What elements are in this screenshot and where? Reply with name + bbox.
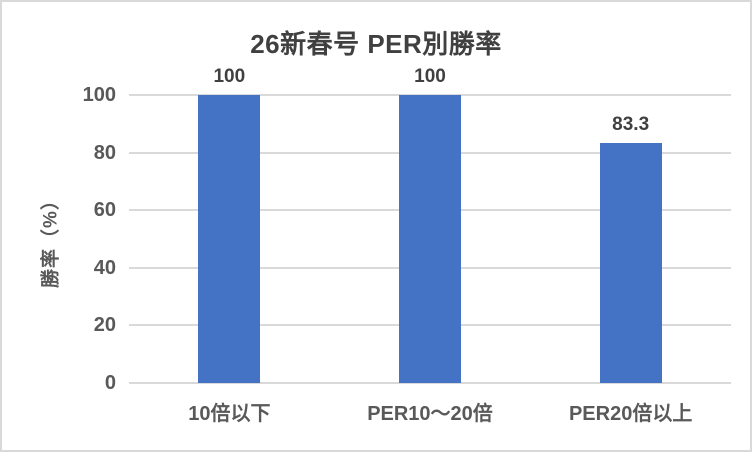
y-tick-label: 60 (93, 199, 116, 222)
y-axis-ticks: 0 20 40 60 80 100 (2, 85, 116, 393)
gridline (129, 382, 731, 384)
y-tick-label: 40 (93, 256, 116, 279)
x-category-label: 10倍以下 (188, 403, 271, 425)
bar (198, 95, 261, 383)
y-tick-label: 20 (93, 314, 116, 337)
bar-value-label: 83.3 (612, 114, 650, 136)
y-tick-label: 0 (104, 372, 116, 394)
x-category-label: PER10～20倍 (367, 403, 493, 425)
bar-value-label: 100 (414, 66, 446, 87)
bar-value-label: 100 (213, 66, 246, 87)
y-tick-label: 100 (82, 84, 116, 106)
bar (599, 143, 662, 383)
x-axis-labels: 10倍以下 PER10～20倍 PER20倍以上 (129, 402, 731, 434)
plot-area: 100 100 83.3 (129, 67, 731, 384)
bar (399, 95, 461, 383)
y-tick-label: 80 (93, 141, 116, 164)
x-category-label: PER20倍以上 (568, 403, 693, 425)
chart-title: 26新春号 PER別勝率 (250, 29, 502, 59)
